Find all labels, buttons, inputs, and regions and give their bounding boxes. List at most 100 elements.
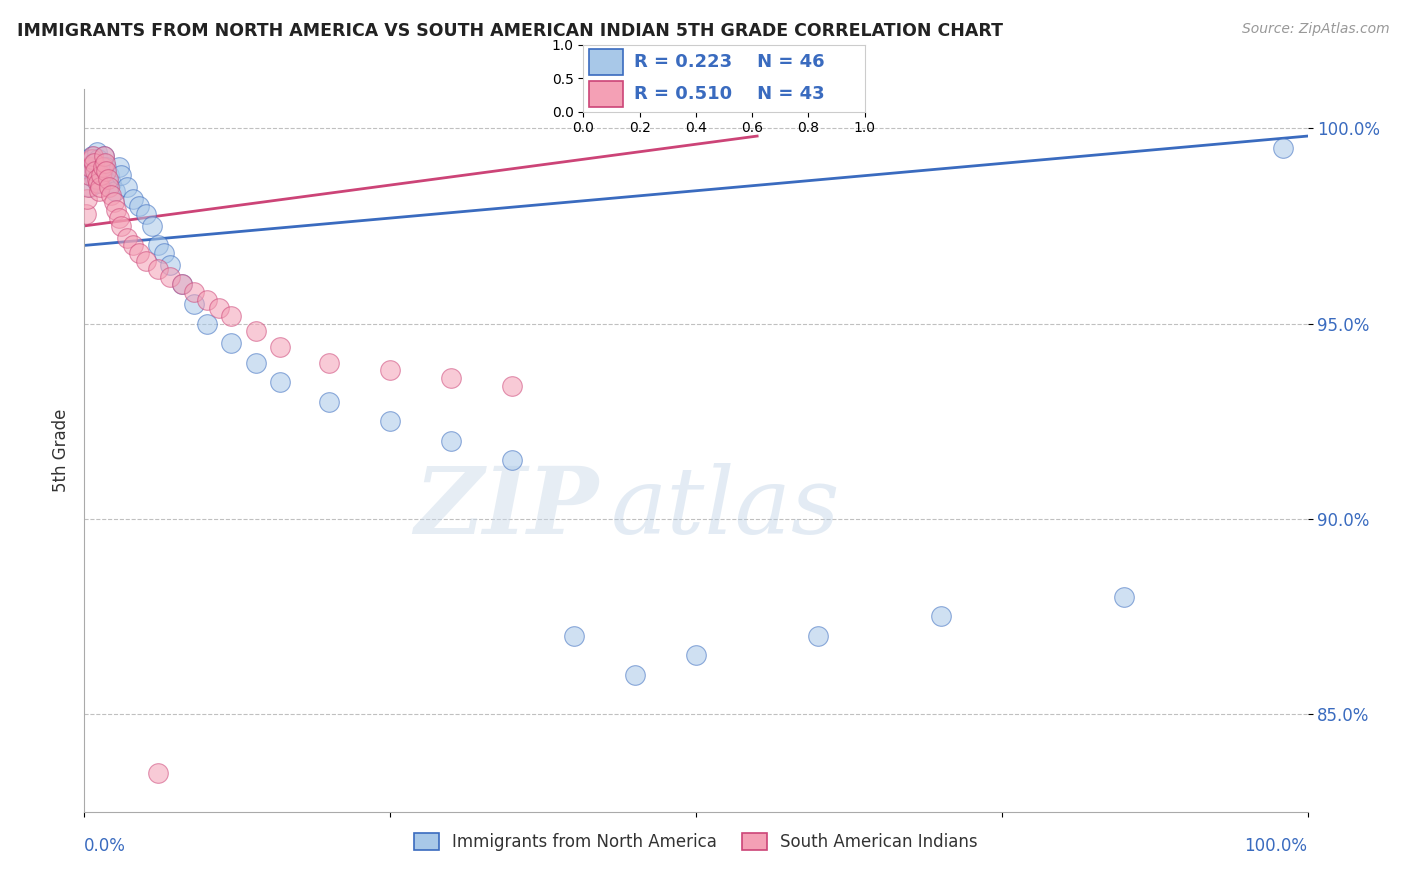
FancyBboxPatch shape [589, 81, 623, 107]
Point [80, 148, 103, 162]
Point [77, 168, 100, 182]
Y-axis label: 5th Grade: 5th Grade [52, 409, 70, 492]
Point [104, 184, 127, 198]
Point [97, 179, 120, 194]
Point [84, 172, 107, 186]
Point [82, 156, 104, 170]
Point [128, 246, 150, 260]
Point [135, 254, 157, 268]
Point [183, 285, 205, 300]
Point [100, 187, 122, 202]
Point [624, 668, 647, 682]
Point [685, 648, 707, 663]
Point [245, 324, 267, 338]
Point [159, 258, 181, 272]
Point [94, 156, 117, 170]
Point [269, 340, 291, 354]
Point [172, 277, 194, 292]
Point [245, 355, 267, 369]
Legend: Immigrants from North America, South American Indians: Immigrants from North America, South Ame… [408, 826, 984, 857]
Point [90, 176, 112, 190]
Point [107, 211, 129, 225]
Point [105, 203, 128, 218]
Point [1272, 141, 1295, 155]
Point [110, 219, 132, 233]
Point [183, 297, 205, 311]
Point [82, 148, 104, 162]
Point [87, 153, 110, 167]
FancyBboxPatch shape [589, 49, 623, 75]
Point [318, 355, 340, 369]
Point [502, 379, 524, 393]
Point [96, 164, 118, 178]
Point [83, 156, 105, 170]
Text: R = 0.510    N = 43: R = 0.510 N = 43 [634, 85, 825, 103]
Point [172, 277, 194, 292]
Point [195, 317, 218, 331]
Point [128, 199, 150, 213]
Point [440, 371, 463, 385]
Point [103, 195, 125, 210]
Point [76, 192, 98, 206]
Point [89, 168, 111, 182]
Text: Source: ZipAtlas.com: Source: ZipAtlas.com [1241, 22, 1389, 37]
Point [86, 145, 108, 159]
Point [380, 414, 402, 428]
Point [91, 161, 114, 175]
Point [93, 148, 115, 162]
Point [146, 238, 169, 252]
Point [97, 168, 120, 182]
Point [84, 164, 107, 178]
Point [87, 176, 110, 190]
Point [440, 434, 463, 448]
Point [110, 168, 132, 182]
Point [96, 161, 118, 175]
Text: ZIP: ZIP [413, 463, 598, 553]
Point [141, 219, 163, 233]
Point [1114, 590, 1136, 604]
Point [89, 179, 111, 194]
Text: atlas: atlas [610, 463, 839, 553]
Point [146, 765, 169, 780]
Point [153, 246, 176, 260]
Point [115, 230, 138, 244]
Point [86, 172, 108, 186]
Point [807, 629, 830, 643]
Text: IMMIGRANTS FROM NORTH AMERICA VS SOUTH AMERICAN INDIAN 5TH GRADE CORRELATION CHA: IMMIGRANTS FROM NORTH AMERICA VS SOUTH A… [17, 22, 1002, 40]
Point [77, 179, 100, 194]
Point [100, 176, 122, 190]
Point [97, 172, 120, 186]
Text: 100.0%: 100.0% [1244, 837, 1308, 855]
Point [77, 153, 100, 167]
Point [562, 629, 585, 643]
Point [502, 453, 524, 467]
Point [91, 156, 114, 170]
Point [76, 161, 98, 175]
Point [83, 164, 105, 178]
Point [93, 148, 115, 162]
Point [80, 153, 103, 167]
Point [122, 192, 145, 206]
Text: 0.0%: 0.0% [84, 837, 127, 855]
Point [159, 269, 181, 284]
Point [208, 301, 231, 315]
Point [929, 609, 952, 624]
Text: R = 0.223    N = 46: R = 0.223 N = 46 [634, 53, 825, 71]
Point [77, 168, 100, 182]
Point [107, 161, 129, 175]
Point [79, 179, 101, 194]
Point [269, 375, 291, 389]
Point [135, 207, 157, 221]
Point [380, 363, 402, 377]
Point [195, 293, 218, 307]
Point [115, 179, 138, 194]
Point [146, 261, 169, 276]
Point [219, 336, 242, 351]
Point [90, 168, 112, 182]
Point [75, 207, 97, 221]
Point [87, 161, 110, 175]
Point [122, 238, 145, 252]
Point [318, 394, 340, 409]
Point [219, 309, 242, 323]
Point [79, 161, 101, 175]
